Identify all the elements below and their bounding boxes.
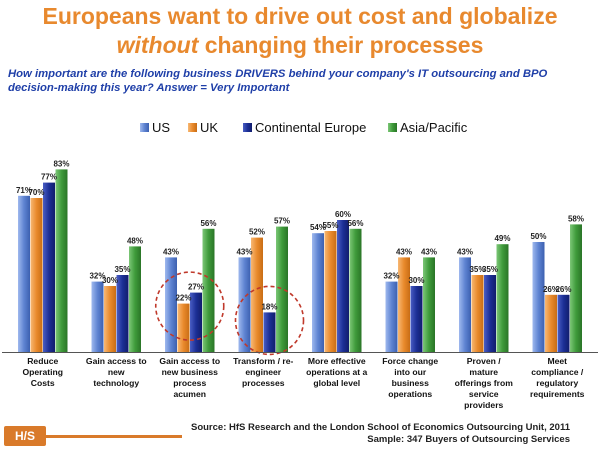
bar-us-5 [385,281,398,352]
bars-group [18,169,582,352]
legend-label-uk: UK [200,120,218,135]
value-label-asia-pacific-5: 43% [421,247,437,256]
value-label-asia-pacific-2: 56% [200,219,216,228]
legend-label-continental-europe: Continental Europe [255,120,366,135]
bar-uk-2 [177,303,190,352]
bar-continental-europe-1 [116,275,129,352]
legend-label-us: US [152,120,170,135]
logo-accent-bar [46,435,182,438]
category-label-7: Meet compliance / regulatory requirements [530,356,585,399]
title-line-2: without changing their processes [0,31,600,60]
category-label-1: Gain access to new technology [86,356,147,388]
value-label-asia-pacific-3: 57% [274,217,290,226]
value-label-us-6: 43% [457,247,473,256]
bar-continental-europe-4 [337,220,349,352]
value-label-uk-6: 35% [469,265,485,274]
value-label-uk-1: 30% [102,276,118,285]
bar-uk-6 [471,275,484,352]
value-label-continental-europe-2: 27% [188,283,204,292]
source-note: Source: HfS Research and the London Scho… [191,422,570,446]
title-line-1: Europeans want to drive out cost and glo… [42,3,558,29]
value-label-us-5: 32% [383,272,399,281]
title-line-2-rest: changing their processes [198,32,484,58]
bar-us-1 [91,281,104,352]
bar-continental-europe-2 [190,292,202,352]
bar-asia-pacific-7 [570,224,582,352]
value-label-us-4: 54% [310,223,326,232]
bar-uk-5 [398,257,410,352]
bar-continental-europe-5 [410,286,423,352]
bar-uk-1 [104,286,116,352]
value-label-asia-pacific-7: 58% [568,214,584,223]
value-label-us-0: 71% [16,186,32,195]
bar-us-0 [18,195,30,352]
source-line: Source: HfS Research and the London Scho… [190,422,570,433]
value-label-continental-europe-1: 35% [114,265,130,274]
value-label-uk-2: 22% [175,294,191,303]
legend-swatch-continental-europe [243,123,252,132]
value-label-continental-europe-3: 18% [261,302,277,311]
value-label-asia-pacific-1: 48% [127,236,143,245]
bar-us-4 [312,233,324,352]
category-label-0: Reduce Operating Costs [22,356,63,388]
bar-us-6 [459,257,471,352]
bar-uk-3 [251,237,263,352]
value-label-uk-0: 70% [28,188,44,197]
value-label-us-3: 43% [236,247,252,256]
title-emphasis: without [116,32,199,58]
value-label-continental-europe-7: 26% [555,285,571,294]
value-label-uk-7: 26% [543,285,559,294]
value-label-continental-europe-4: 60% [335,210,351,219]
highlight-circle-0 [154,271,225,341]
sample-line: Sample: 347 Buyers of Outsourcing Servic… [367,434,570,445]
value-labels-group: 71% 32% 43% 43% 54% 32% 43% 50% 70% 30% 22% 52% 55% 4… [16,159,584,311]
category-label-5: Force change into our business operations [382,356,438,399]
bar-asia-pacific-0 [55,169,68,352]
bar-uk-4 [324,231,337,352]
value-label-us-2: 43% [163,247,179,256]
value-label-asia-pacific-6: 49% [494,234,510,243]
highlight-circle-1 [234,285,305,356]
bar-us-3 [238,257,251,352]
value-label-us-7: 50% [530,232,546,241]
bar-asia-pacific-5 [423,257,435,352]
bar-continental-europe-7 [557,294,570,352]
bar-us-2 [165,257,177,352]
value-label-uk-5: 43% [396,247,412,256]
value-label-continental-europe-6: 35% [482,265,498,274]
value-label-asia-pacific-4: 56% [347,219,363,228]
bar-uk-0 [30,198,43,352]
value-label-uk-3: 52% [249,228,265,237]
value-label-continental-europe-0: 77% [41,173,57,182]
bar-asia-pacific-2 [202,228,215,352]
bar-us-7 [532,242,545,352]
bar-continental-europe-6 [484,275,496,352]
category-label-6: Proven / mature offerings from service provi… [455,356,514,410]
bar-continental-europe-0 [43,182,55,352]
hfs-logo: H/S [4,426,46,446]
bar-asia-pacific-1 [129,246,141,352]
category-labels-group: Reduce Operating Costs Gain access to new tec… [22,356,584,410]
value-label-us-1: 32% [89,272,105,281]
survey-question: How important are the following business… [8,68,548,94]
bar-asia-pacific-3 [276,226,288,352]
value-label-uk-4: 55% [322,221,338,230]
legend-swatch-uk [188,123,197,132]
bar-asia-pacific-4 [349,228,362,352]
bar-chart: US UK Continental Europe Asia/Pacific 71% 32… [2,120,598,410]
bar-asia-pacific-6 [496,244,509,352]
bar-continental-europe-3 [263,312,276,352]
highlight-circles-group [154,271,305,356]
category-label-3: Transform / re-engineer processes [233,356,293,388]
value-label-continental-europe-5: 30% [408,276,424,285]
category-label-4: More effective operations at a global leve… [306,356,367,388]
bar-uk-7 [545,294,557,352]
value-label-asia-pacific-0: 83% [53,159,69,168]
chart-legend: US UK Continental Europe Asia/Pacific [140,120,468,135]
legend-swatch-asia-pacific [388,123,397,132]
category-label-2: Gain access to new business process acumen [159,356,220,399]
legend-swatch-us [140,123,149,132]
legend-label-asia-pacific: Asia/Pacific [400,120,468,135]
chart-title: Europeans want to drive out cost and glo… [0,2,600,60]
